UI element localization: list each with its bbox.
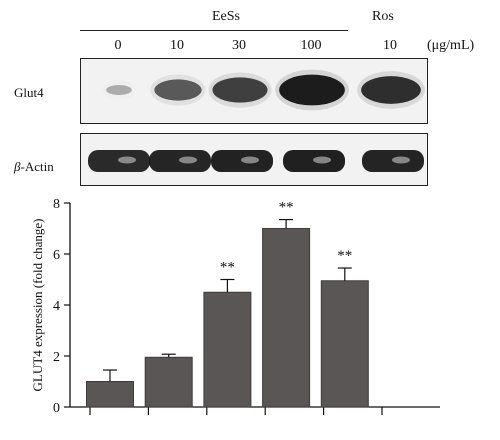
glut4-band xyxy=(275,69,349,111)
glut4-blot-panel xyxy=(80,58,428,124)
y-tick-label: 4 xyxy=(53,299,60,314)
lane-label-10: 10 xyxy=(170,38,184,53)
significance-label: ** xyxy=(337,248,352,264)
beta-actin-bands xyxy=(88,150,424,172)
group-label-ros: Ros xyxy=(372,9,394,24)
beta-actin-band-highlight xyxy=(179,156,197,164)
significance-label: ** xyxy=(279,200,294,216)
bar xyxy=(320,280,369,408)
lane-label-30: 30 xyxy=(232,38,246,53)
beta-actin-blot-image xyxy=(81,134,427,185)
beta-actin-band xyxy=(211,150,273,172)
eess-group-line xyxy=(80,30,348,31)
bar xyxy=(144,356,193,408)
unit-label: (μg/mL) xyxy=(427,38,475,53)
lane-label-100: 100 xyxy=(300,38,322,53)
y-tick-label: 0 xyxy=(53,401,60,416)
bar xyxy=(86,381,134,408)
glut4-blot-image xyxy=(81,59,427,123)
lane-label-ros-10: 10 xyxy=(383,38,397,53)
y-tick-label: 8 xyxy=(53,197,60,212)
glut4-band-core xyxy=(154,79,202,101)
significance-label: ** xyxy=(220,260,235,276)
glut4-band xyxy=(106,85,132,95)
beta-actin-band-highlight xyxy=(313,156,331,164)
glut4-band-core xyxy=(361,76,421,104)
beta-actin-band xyxy=(362,150,424,172)
y-tick-label: 2 xyxy=(53,350,60,365)
bar xyxy=(203,291,252,408)
glut4-band-core xyxy=(212,77,268,103)
glut4-band xyxy=(150,74,206,106)
y-axis-label: GLUT4 expression (fold change) xyxy=(30,219,45,392)
beta-actin-blot-panel xyxy=(80,133,428,186)
glut4-bands xyxy=(106,69,425,111)
glut4-band xyxy=(208,72,272,108)
beta-actin-band-highlight xyxy=(118,156,136,164)
lane-label-0: 0 xyxy=(114,38,122,53)
group-label-eess: EeSs xyxy=(212,9,240,24)
blot-label-beta-actin: β-Actin xyxy=(14,160,54,173)
y-tick-label: 6 xyxy=(53,248,60,263)
glut4-band xyxy=(357,71,425,109)
beta-actin-band xyxy=(149,150,211,172)
beta-actin-suffix: -Actin xyxy=(20,159,54,174)
beta-actin-band xyxy=(88,150,150,172)
beta-actin-band-highlight xyxy=(241,156,259,164)
beta-actin-band-highlight xyxy=(392,156,410,164)
glut4-band-core xyxy=(106,85,132,95)
beta-greek-symbol: β xyxy=(14,159,21,174)
blot-label-glut4: Glut4 xyxy=(14,85,44,100)
bar xyxy=(262,228,311,408)
glut4-band-core xyxy=(279,74,345,106)
beta-actin-band xyxy=(283,150,345,172)
